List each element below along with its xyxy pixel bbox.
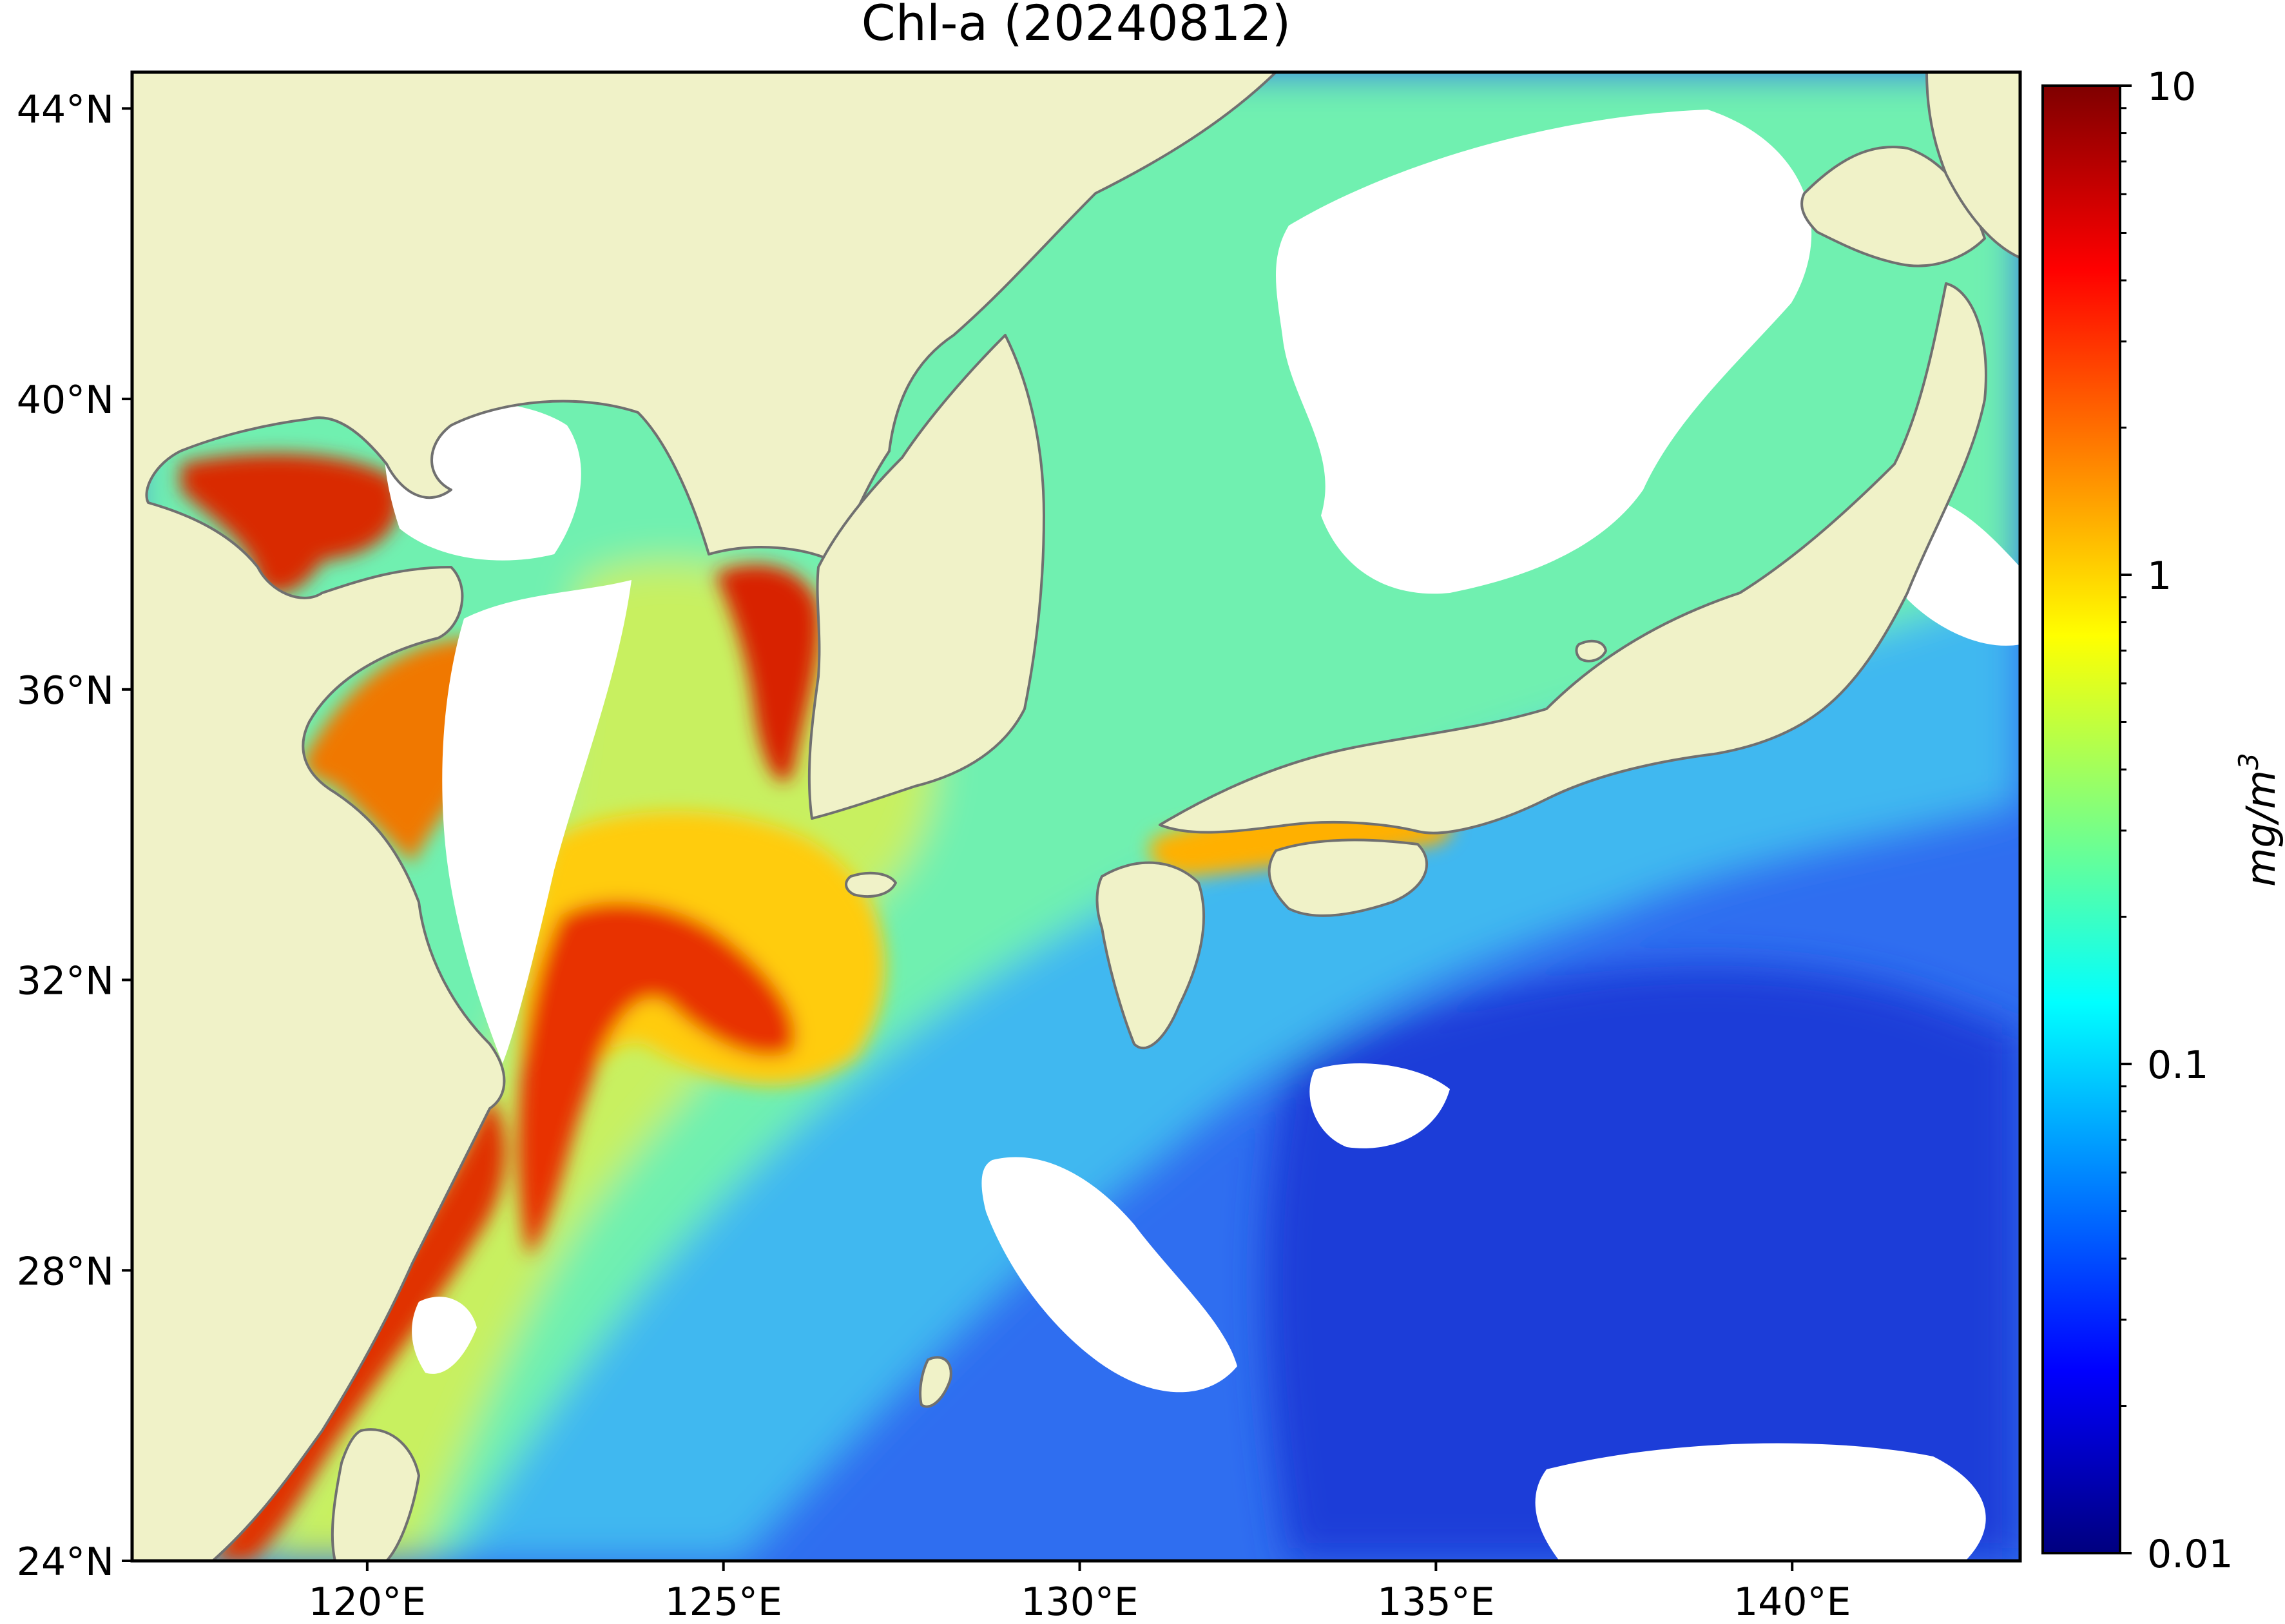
colorbar-tick-label: 1 xyxy=(2147,554,2172,599)
colorbar-gradient xyxy=(2041,84,2121,1554)
korea-west-plume xyxy=(715,565,820,782)
lat-tick-label: 24°N xyxy=(17,1540,114,1585)
land-shikoku xyxy=(1268,838,1429,917)
land-sakhalin-east xyxy=(1925,72,2020,259)
lat-tick-label: 36°N xyxy=(17,668,114,713)
land-jeju xyxy=(845,871,897,898)
cloud-ryukyu xyxy=(1309,1063,1450,1148)
lat-tick-label: 28°N xyxy=(17,1249,114,1294)
land-hokkaido xyxy=(1800,146,1986,267)
lat-tick-label: 40°N xyxy=(17,378,114,423)
lat-tick-label: 32°N xyxy=(17,959,114,1004)
low-chl-patch xyxy=(1264,965,2020,1561)
changjiang-plume xyxy=(518,901,796,1257)
map-panel xyxy=(132,72,2020,1561)
colorbar-tick-label: 0.01 xyxy=(2147,1532,2233,1577)
colorbar-label: mg/m3 xyxy=(2233,753,2284,887)
cloud-east-china-sea xyxy=(981,1157,1237,1393)
land-okinawa xyxy=(919,1356,952,1408)
cloud-south-east xyxy=(1535,1443,1986,1561)
lon-tick-label: 125°E xyxy=(664,1580,782,1624)
cloud-taiwan-strait xyxy=(412,1297,477,1374)
land-areas xyxy=(132,72,2020,1561)
land-kyushu xyxy=(1095,861,1206,1050)
jiangsu-plume xyxy=(303,638,489,864)
land-taiwan xyxy=(331,1428,420,1561)
map-frame xyxy=(130,70,2022,1563)
cloud-sea-of-japan xyxy=(1276,110,1812,594)
cloud-yellow-sea xyxy=(442,580,632,1063)
colorbar: 0.01 0.1 1 10 mg/m3 xyxy=(2041,64,2284,1577)
bohai-plume xyxy=(180,453,400,594)
land-honshu xyxy=(1159,282,1987,835)
colorbar-ticks: 0.01 0.1 1 10 xyxy=(2120,64,2233,1577)
lat-tick-label: 44°N xyxy=(17,87,114,132)
lon-tick-label: 120°E xyxy=(309,1580,426,1624)
colorbar-tick-label: 10 xyxy=(2147,64,2196,110)
colorbar-tick-label: 0.1 xyxy=(2147,1043,2208,1088)
longitude-axis: 120°E 125°E 130°E 135°E 140°E xyxy=(309,1561,1851,1624)
lon-tick-label: 135°E xyxy=(1377,1580,1494,1624)
no-data-areas xyxy=(384,110,2020,1561)
latitude-axis: 24°N 28°N 32°N 36°N 40°N 44°N xyxy=(17,87,132,1585)
land-sado xyxy=(1575,639,1607,662)
lon-tick-label: 130°E xyxy=(1021,1580,1138,1624)
land-korean-peninsula xyxy=(807,334,1045,820)
lon-tick-label: 140°E xyxy=(1733,1580,1851,1624)
map-title: Chl-a (20240812) xyxy=(862,0,1291,52)
